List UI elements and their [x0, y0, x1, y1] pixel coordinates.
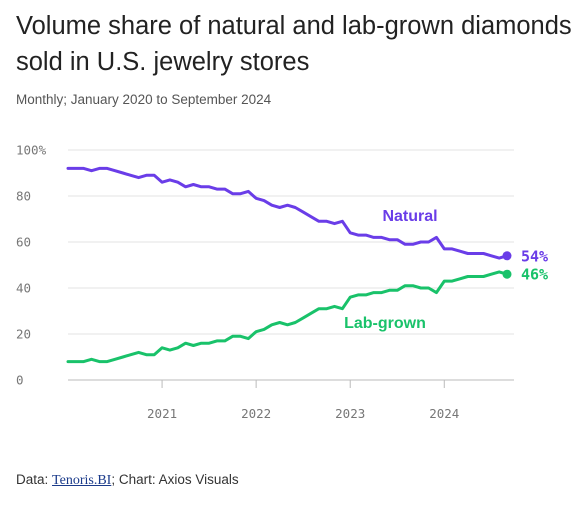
series-lines: [66, 166, 512, 364]
series-line-natural: [66, 166, 509, 260]
series-line-lab-grown: [66, 270, 509, 364]
grid-lines: [68, 149, 514, 381]
x-tick-label-2022: 2022: [241, 406, 271, 421]
end-dot-lab-grown: [502, 269, 512, 279]
y-tick-label-0: 0: [16, 373, 24, 388]
source-suffix: ; Chart: Axios Visuals: [111, 472, 239, 487]
y-tick-label-80: 80: [16, 189, 31, 204]
series-label-lab-grown: Lab-grown: [344, 315, 426, 332]
x-tick-label-2024: 2024: [429, 406, 459, 421]
end-label-lab-grown: 46%: [521, 266, 548, 284]
line-chart: 0 20 40 60 80 100% 2021 2022 2023 2024 54% Natura…: [16, 143, 548, 422]
x-axis: 2021 2022 2023 2024: [68, 379, 514, 421]
chart-subtitle: Monthly; January 2020 to September 2024: [16, 92, 272, 107]
x-tick-label-2023: 2023: [335, 406, 365, 421]
y-tick-label-60: 60: [16, 235, 31, 250]
series-labels: 54% Natural 46% Lab-grown: [344, 208, 548, 332]
y-tick-label-100: 100%: [16, 143, 47, 158]
end-label-natural: 54%: [521, 247, 548, 265]
source-link[interactable]: Tenoris.BI: [52, 473, 112, 488]
y-tick-label-20: 20: [16, 327, 31, 342]
series-label-natural: Natural: [382, 208, 437, 225]
x-tick-label-2021: 2021: [147, 406, 177, 421]
y-axis-tick-labels: 0 20 40 60 80 100%: [16, 143, 47, 388]
source-prefix: Data:: [16, 472, 53, 487]
y-tick-label-40: 40: [16, 281, 31, 296]
source-note: Data: Tenoris.BI; Chart: Axios Visuals: [16, 472, 239, 489]
chart-title: Volume share of natural and lab-grown di…: [16, 12, 572, 76]
end-dot-natural: [502, 251, 512, 261]
